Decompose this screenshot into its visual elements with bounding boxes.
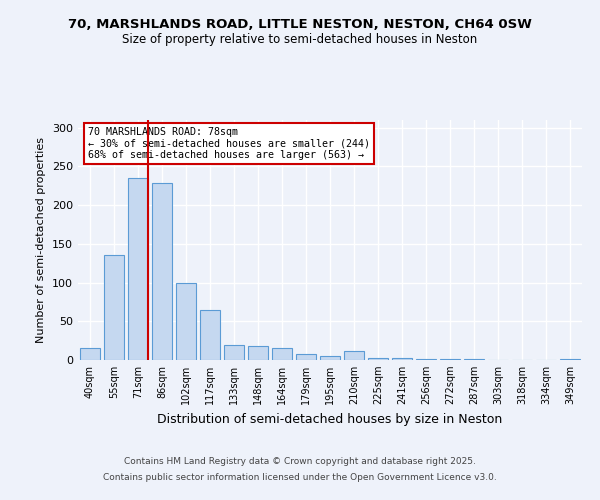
Bar <box>416 359 436 360</box>
Text: 70 MARSHLANDS ROAD: 78sqm
← 30% of semi-detached houses are smaller (244)
68% of: 70 MARSHLANDS ROAD: 78sqm ← 30% of semi-… <box>88 127 370 160</box>
Bar <box>104 256 124 360</box>
Text: Contains public sector information licensed under the Open Government Licence v3: Contains public sector information licen… <box>103 472 497 482</box>
Text: Size of property relative to semi-detached houses in Neston: Size of property relative to semi-detach… <box>122 32 478 46</box>
Bar <box>344 350 364 360</box>
Bar <box>320 356 340 360</box>
Bar <box>80 348 100 360</box>
Bar <box>272 348 292 360</box>
Bar <box>464 359 484 360</box>
Bar <box>392 358 412 360</box>
Bar <box>296 354 316 360</box>
Text: 70, MARSHLANDS ROAD, LITTLE NESTON, NESTON, CH64 0SW: 70, MARSHLANDS ROAD, LITTLE NESTON, NEST… <box>68 18 532 30</box>
Bar <box>560 359 580 360</box>
Text: Contains HM Land Registry data © Crown copyright and database right 2025.: Contains HM Land Registry data © Crown c… <box>124 458 476 466</box>
Bar <box>248 346 268 360</box>
Bar <box>200 310 220 360</box>
Y-axis label: Number of semi-detached properties: Number of semi-detached properties <box>37 137 46 343</box>
Bar <box>128 178 148 360</box>
Bar <box>224 344 244 360</box>
X-axis label: Distribution of semi-detached houses by size in Neston: Distribution of semi-detached houses by … <box>157 412 503 426</box>
Bar <box>152 184 172 360</box>
Bar <box>440 359 460 360</box>
Bar <box>368 358 388 360</box>
Bar <box>176 282 196 360</box>
